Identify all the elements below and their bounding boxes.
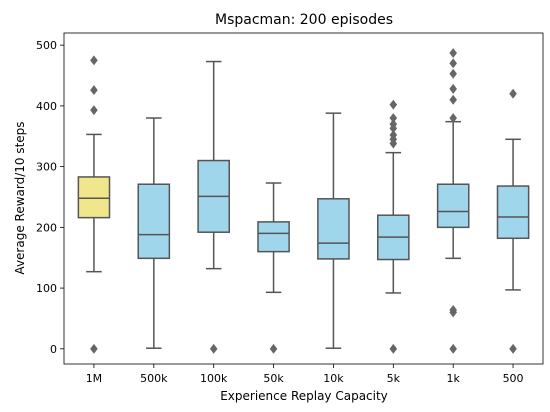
- outlier-1m-3: [90, 55, 98, 66]
- y-tick-label-500: 500: [36, 39, 57, 52]
- outlier-1k-7: [449, 58, 457, 69]
- x-tick-label-1m: 1M: [86, 372, 103, 385]
- x-tick-label-100k: 100k: [200, 372, 228, 385]
- outlier-5k-3: [389, 130, 398, 140]
- outlier-5k-6: [389, 113, 398, 123]
- box-1k: [436, 183, 470, 229]
- x-tick-label-10k: 10k: [323, 372, 344, 385]
- y-tick-label-200: 200: [36, 221, 57, 234]
- x-axis-label: Experience Replay Capacity: [220, 389, 388, 403]
- outlier-100k-0: [209, 343, 218, 354]
- box-1m: [77, 176, 111, 219]
- outlier-5k-5: [389, 119, 398, 130]
- y-axis-label: Average Reward/10 steps: [13, 121, 27, 274]
- x-tick-label-5k: 5k: [387, 372, 401, 385]
- outlier-1m-2: [90, 85, 98, 96]
- y-tick-label-400: 400: [36, 100, 57, 113]
- x-tick-label-50k: 50k: [263, 372, 284, 385]
- outlier-500-0: [509, 343, 517, 354]
- box-500k: [137, 183, 171, 260]
- plot-frame: [63, 32, 544, 365]
- box-500: [496, 185, 530, 240]
- outlier-1k-8: [449, 48, 457, 58]
- y-tick-label-100: 100: [36, 282, 57, 295]
- box-50k: [257, 221, 290, 253]
- outlier-5k-0: [389, 343, 398, 354]
- chart-title: Mspacman: 200 episodes: [215, 12, 393, 28]
- outlier-1m-1: [90, 105, 98, 116]
- x-tick-label-1k: 1k: [447, 372, 461, 385]
- outlier-1m-0: [90, 343, 98, 354]
- outlier-1k-3: [449, 113, 457, 123]
- x-tick-label-500k: 500k: [140, 372, 168, 385]
- outlier-1k-4: [449, 94, 457, 105]
- outlier-1k-0: [449, 343, 457, 354]
- outlier-1k-6: [449, 68, 457, 79]
- outlier-50k-0: [269, 343, 278, 354]
- plot-area: 0 100 200 300 400 500 1M 500k 100k 50k 10k 5k 1k 500: [36, 39, 530, 385]
- outlier-5k-7: [389, 99, 398, 110]
- box-10k: [317, 198, 350, 260]
- outlier-1k-5: [449, 83, 457, 94]
- outlier-1k-2: [449, 305, 457, 315]
- outlier-500-1: [509, 88, 517, 99]
- y-tick-label-0: 0: [50, 343, 57, 356]
- x-tick-label-500: 500: [503, 372, 524, 385]
- y-tick-label-300: 300: [36, 161, 57, 174]
